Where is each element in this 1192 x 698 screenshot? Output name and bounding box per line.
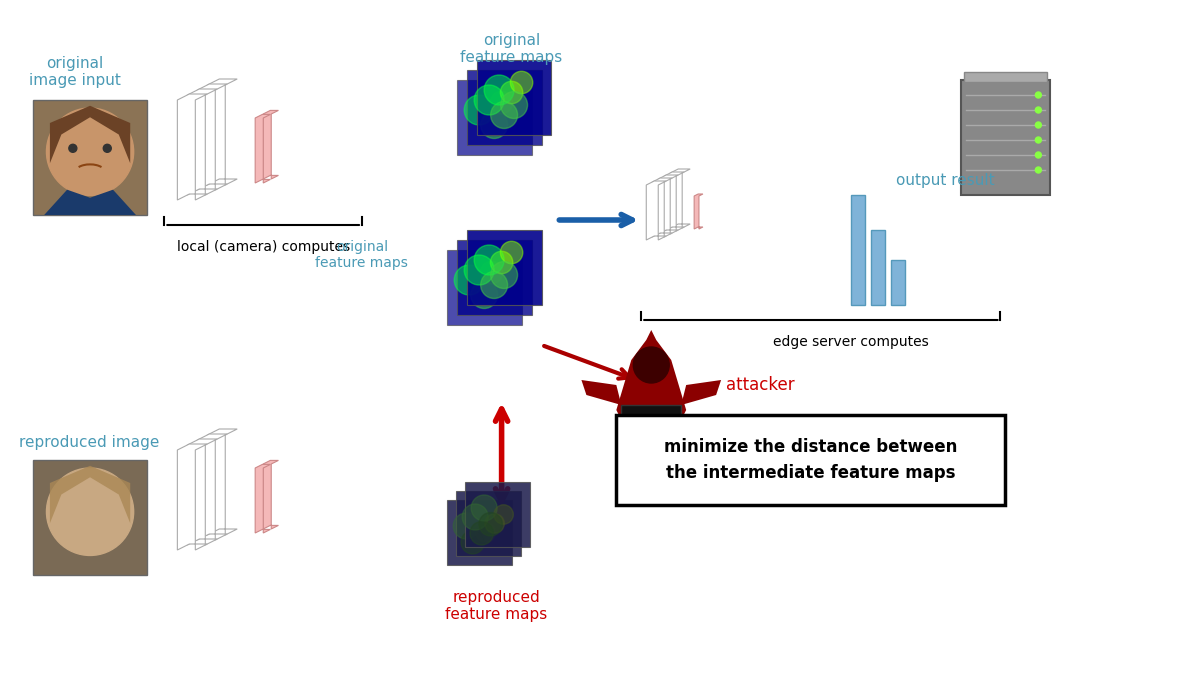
Circle shape (490, 91, 513, 114)
Circle shape (491, 262, 517, 288)
Text: original
feature maps: original feature maps (460, 33, 563, 65)
Circle shape (471, 495, 497, 521)
Text: edge server computes: edge server computes (772, 335, 929, 349)
Circle shape (1036, 167, 1042, 173)
Text: minimize the distance between
the intermediate feature maps: minimize the distance between the interm… (664, 438, 957, 482)
FancyBboxPatch shape (890, 260, 905, 305)
Circle shape (510, 71, 533, 94)
Circle shape (69, 144, 76, 152)
Text: reproduced image: reproduced image (19, 435, 160, 450)
Circle shape (480, 272, 508, 299)
Circle shape (474, 85, 504, 115)
Circle shape (461, 530, 484, 554)
Polygon shape (44, 190, 136, 215)
Text: original
image input: original image input (29, 56, 120, 88)
Polygon shape (187, 439, 217, 545)
Circle shape (480, 112, 508, 138)
FancyBboxPatch shape (851, 195, 864, 305)
Circle shape (490, 251, 513, 274)
Polygon shape (664, 172, 684, 231)
FancyBboxPatch shape (477, 60, 552, 135)
Circle shape (1036, 107, 1042, 113)
FancyBboxPatch shape (32, 100, 148, 215)
Circle shape (493, 505, 514, 524)
Circle shape (1036, 122, 1042, 128)
Polygon shape (255, 114, 271, 183)
Polygon shape (646, 181, 666, 240)
Circle shape (46, 108, 134, 195)
FancyBboxPatch shape (467, 230, 541, 305)
FancyBboxPatch shape (467, 70, 541, 145)
Text: output result: output result (895, 172, 994, 188)
Circle shape (471, 281, 497, 309)
Circle shape (46, 468, 134, 556)
Circle shape (1036, 92, 1042, 98)
Polygon shape (616, 330, 687, 430)
Circle shape (633, 347, 669, 383)
FancyBboxPatch shape (32, 460, 148, 575)
Polygon shape (178, 444, 207, 550)
Polygon shape (670, 169, 690, 228)
Circle shape (476, 523, 496, 542)
Circle shape (485, 514, 504, 533)
FancyBboxPatch shape (447, 500, 511, 565)
Polygon shape (263, 110, 279, 179)
Polygon shape (50, 106, 130, 163)
Circle shape (464, 255, 495, 285)
FancyBboxPatch shape (457, 240, 532, 315)
Circle shape (1036, 152, 1042, 158)
FancyBboxPatch shape (963, 72, 1048, 82)
FancyBboxPatch shape (616, 415, 1005, 505)
Circle shape (470, 521, 493, 545)
Text: original
feature maps: original feature maps (316, 240, 409, 270)
Polygon shape (207, 79, 237, 185)
FancyBboxPatch shape (465, 482, 529, 547)
Circle shape (484, 75, 514, 105)
Polygon shape (187, 89, 217, 195)
Polygon shape (178, 94, 207, 200)
Text: attacker: attacker (726, 376, 795, 394)
Circle shape (480, 261, 503, 284)
Circle shape (501, 81, 523, 104)
FancyBboxPatch shape (961, 80, 1050, 195)
Polygon shape (263, 461, 279, 529)
Polygon shape (694, 194, 703, 229)
Polygon shape (198, 84, 228, 190)
FancyBboxPatch shape (870, 230, 884, 305)
Text: reproduced
feature maps: reproduced feature maps (446, 590, 548, 623)
Circle shape (453, 513, 479, 539)
FancyBboxPatch shape (621, 405, 681, 435)
Circle shape (501, 91, 528, 119)
Polygon shape (50, 466, 130, 524)
Circle shape (104, 144, 111, 152)
Polygon shape (255, 464, 271, 533)
Circle shape (462, 504, 489, 530)
Polygon shape (658, 175, 678, 234)
FancyBboxPatch shape (447, 250, 522, 325)
Polygon shape (198, 434, 228, 540)
Circle shape (464, 95, 495, 125)
Text: local (camera) computes: local (camera) computes (176, 240, 349, 254)
Circle shape (501, 242, 523, 264)
Polygon shape (681, 380, 721, 405)
Polygon shape (207, 429, 237, 535)
Circle shape (491, 101, 517, 128)
Circle shape (474, 245, 504, 275)
Polygon shape (582, 380, 621, 405)
FancyBboxPatch shape (457, 80, 532, 155)
Polygon shape (652, 178, 672, 237)
Circle shape (454, 265, 484, 295)
Circle shape (1036, 137, 1042, 143)
Circle shape (479, 512, 502, 536)
FancyBboxPatch shape (455, 491, 521, 556)
